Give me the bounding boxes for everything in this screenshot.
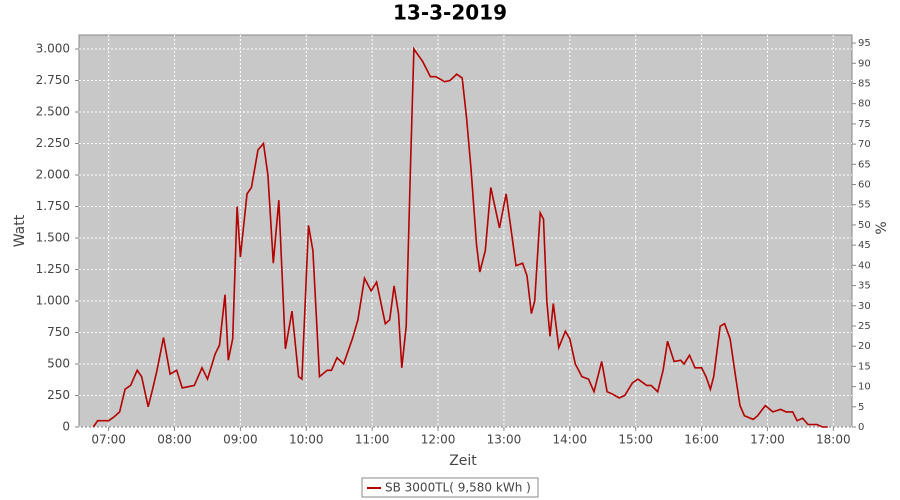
y-tick-label: 500 <box>47 356 70 370</box>
x-tick-label: 09:00 <box>223 433 258 447</box>
y-tick-label: 1.500 <box>36 230 70 244</box>
x-tick-label: 13:00 <box>487 433 522 447</box>
x-tick-label: 15:00 <box>618 433 653 447</box>
y2-tick-label: 90 <box>858 58 871 69</box>
x-axis-label: Zeit <box>449 453 477 469</box>
y-tick-label: 3.000 <box>36 41 70 55</box>
y2-axis-label: % <box>874 221 890 234</box>
y-tick-label: 1.250 <box>36 262 70 276</box>
plot-area <box>78 34 853 428</box>
y-tick-label: 250 <box>47 388 70 402</box>
y2-tick-label: 95 <box>858 38 871 49</box>
x-tick-label: 12:00 <box>421 433 456 447</box>
y-tick-label: 0 <box>62 420 70 434</box>
y2-tick-label: 65 <box>858 159 871 170</box>
y2-tick-label: 75 <box>858 119 871 130</box>
y2-tick-label: 10 <box>858 382 871 393</box>
y-tick-label: 2.250 <box>36 136 70 150</box>
y-tick-label: 1.000 <box>36 293 70 307</box>
legend-label: SB 3000TL( 9,580 kWh ) <box>385 481 531 495</box>
y2-tick-label: 5 <box>858 402 864 413</box>
x-tick-label: 08:00 <box>157 433 192 447</box>
y2-tick-label: 60 <box>858 180 871 191</box>
y2-tick-label: 40 <box>858 260 871 271</box>
legend <box>361 477 539 498</box>
y2-tick-label: 15 <box>858 361 871 372</box>
y2-tick-label: 80 <box>858 99 871 110</box>
y-tick-label: 2.500 <box>36 104 70 118</box>
y2-tick-label: 85 <box>858 78 871 89</box>
y2-tick-label: 55 <box>858 200 871 211</box>
y2-tick-label: 45 <box>858 240 871 251</box>
y-tick-label: 2.750 <box>36 73 70 87</box>
x-tick-label: 14:00 <box>553 433 588 447</box>
chart-title: 13-3-2019 <box>393 1 507 25</box>
y2-tick-label: 50 <box>858 220 871 231</box>
x-tick-label: 10:00 <box>289 433 324 447</box>
y-tick-label: 1.750 <box>36 199 70 213</box>
y2-tick-label: 30 <box>858 301 871 312</box>
x-tick-label: 11:00 <box>355 433 390 447</box>
x-tick-label: 07:00 <box>91 433 126 447</box>
y2-tick-label: 25 <box>858 321 871 332</box>
x-tick-label: 18:00 <box>816 433 851 447</box>
y2-tick-label: 70 <box>858 139 871 150</box>
y-axis-label: Watt <box>12 214 28 247</box>
y2-tick-label: 0 <box>858 422 864 433</box>
y2-tick-label: 35 <box>858 281 871 292</box>
y-tick-label: 750 <box>47 325 70 339</box>
data-line <box>92 46 828 428</box>
y2-tick-label: 20 <box>858 341 871 352</box>
x-tick-label: 16:00 <box>684 433 719 447</box>
y-tick-label: 2.000 <box>36 167 70 181</box>
x-tick-label: 17:00 <box>750 433 785 447</box>
